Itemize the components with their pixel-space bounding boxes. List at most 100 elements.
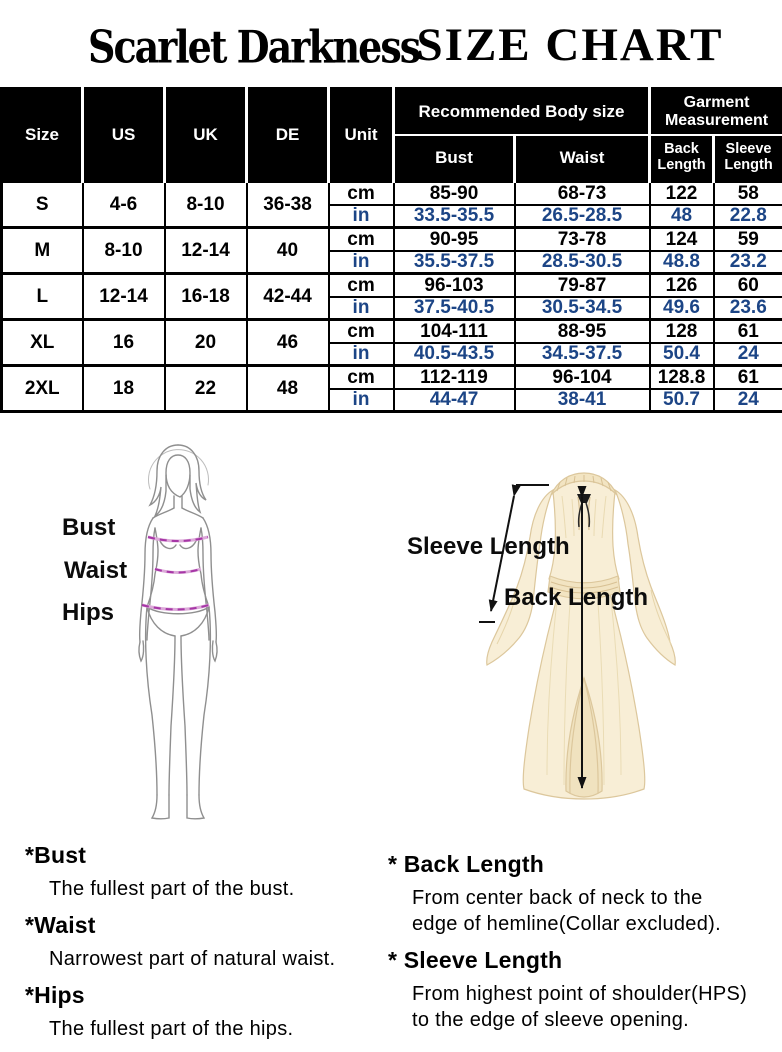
definition-bust: *Bust The fullest part of the bust.	[25, 842, 375, 902]
cell: 33.5-35.5	[394, 205, 515, 228]
waist-label: Waist	[64, 557, 127, 585]
definition-sleeve-length: * Sleeve Length From highest point of sh…	[388, 947, 758, 1033]
cell: 16-18	[165, 274, 247, 320]
unit-in: in	[329, 205, 394, 228]
row-m-cm: M 8-10 12-14 40 cm 90-95 73-78 124 59	[2, 228, 782, 251]
definitions-right-column: * Back Length From center back of neck t…	[388, 838, 758, 1052]
cell: 18	[83, 366, 165, 412]
definition-term: *Hips	[25, 982, 375, 1009]
cell: 38-41	[515, 389, 650, 412]
cell: 61	[714, 366, 782, 389]
cell: 26.5-28.5	[515, 205, 650, 228]
cell: 58	[714, 182, 782, 205]
cell: 44-47	[394, 389, 515, 412]
sleeve-length-label: Sleeve Length	[407, 533, 570, 561]
col-header-waist: Waist	[515, 135, 650, 182]
cell: 48.8	[650, 251, 714, 274]
cell: 59	[714, 228, 782, 251]
col-header-sleeve-length: Sleeve Length	[714, 135, 782, 182]
group-header-body-size: Recommended Body size	[394, 89, 650, 135]
page-header: Scarlet Darkness SIZE CHART	[0, 0, 782, 87]
unit-in: in	[329, 389, 394, 412]
back-length-label: Back Length	[504, 584, 648, 612]
row-2xl-cm: 2XL 18 22 48 cm 112-119 96-104 128.8 61	[2, 366, 782, 389]
definition-desc: From highest point of shoulder(HPS) to t…	[412, 981, 752, 1033]
cell-size: S	[2, 182, 83, 228]
definition-term: *Waist	[25, 912, 375, 939]
col-header-bust: Bust	[394, 135, 515, 182]
cell: 35.5-37.5	[394, 251, 515, 274]
page-title: SIZE CHART	[400, 18, 740, 72]
cell: 126	[650, 274, 714, 297]
cell-size: L	[2, 274, 83, 320]
definition-back-length: * Back Length From center back of neck t…	[388, 851, 758, 937]
row-s-cm: S 4-6 8-10 36-38 cm 85-90 68-73 122 58	[2, 182, 782, 205]
cell: 48	[650, 205, 714, 228]
definition-term: *Bust	[25, 842, 375, 869]
cell: 20	[165, 320, 247, 366]
cell: 24	[714, 343, 782, 366]
cell: 42-44	[247, 274, 329, 320]
col-header-de: DE	[247, 89, 329, 182]
unit-cm: cm	[329, 228, 394, 251]
col-header-us: US	[83, 89, 165, 182]
body-measurement-figure	[128, 435, 232, 827]
cell: 49.6	[650, 297, 714, 320]
definition-desc: The fullest part of the hips.	[49, 1016, 375, 1042]
hips-label: Hips	[62, 599, 114, 627]
cell: 40.5-43.5	[394, 343, 515, 366]
col-header-back-length: Back Length	[650, 135, 714, 182]
definition-hips: *Hips The fullest part of the hips.	[25, 982, 375, 1042]
brand-logo: Scarlet Darkness	[88, 20, 378, 73]
cell: 68-73	[515, 182, 650, 205]
cell: 128	[650, 320, 714, 343]
cell: 8-10	[83, 228, 165, 274]
cell: 22	[165, 366, 247, 412]
cell: 85-90	[394, 182, 515, 205]
cell: 23.2	[714, 251, 782, 274]
cell: 124	[650, 228, 714, 251]
measurement-diagrams: Bust Waist Hips	[0, 410, 782, 838]
unit-cm: cm	[329, 366, 394, 389]
cell: 112-119	[394, 366, 515, 389]
col-header-unit: Unit	[329, 89, 394, 182]
definition-waist: *Waist Narrowest part of natural waist.	[25, 912, 375, 972]
cell: 16	[83, 320, 165, 366]
definition-desc: Narrowest part of natural waist.	[49, 946, 375, 972]
unit-in: in	[329, 251, 394, 274]
cell: 96-103	[394, 274, 515, 297]
cell: 79-87	[515, 274, 650, 297]
group-header-garment: Garment Measurement	[650, 89, 782, 135]
definitions-left-column: *Bust The fullest part of the bust. *Wai…	[25, 838, 375, 1052]
definition-desc: The fullest part of the bust.	[49, 876, 375, 902]
definition-term: * Sleeve Length	[388, 947, 758, 974]
cell: 40	[247, 228, 329, 274]
cell: 4-6	[83, 182, 165, 228]
unit-cm: cm	[329, 182, 394, 205]
cell: 50.7	[650, 389, 714, 412]
cell-size: M	[2, 228, 83, 274]
cell: 96-104	[515, 366, 650, 389]
unit-cm: cm	[329, 274, 394, 297]
col-header-size: Size	[2, 89, 83, 182]
cell: 28.5-30.5	[515, 251, 650, 274]
cell: 73-78	[515, 228, 650, 251]
cell: 37.5-40.5	[394, 297, 515, 320]
cell: 60	[714, 274, 782, 297]
cell: 34.5-37.5	[515, 343, 650, 366]
unit-in: in	[329, 297, 394, 320]
row-xl-cm: XL 16 20 46 cm 104-111 88-95 128 61	[2, 320, 782, 343]
definition-desc: From center back of neck to the edge of …	[412, 885, 752, 937]
measurement-definitions: *Bust The fullest part of the bust. *Wai…	[0, 838, 782, 1052]
row-l-cm: L 12-14 16-18 42-44 cm 96-103 79-87 126 …	[2, 274, 782, 297]
col-header-uk: UK	[165, 89, 247, 182]
cell: 104-111	[394, 320, 515, 343]
cell-size: XL	[2, 320, 83, 366]
cell: 36-38	[247, 182, 329, 228]
cell: 24	[714, 389, 782, 412]
cell: 23.6	[714, 297, 782, 320]
cell-size: 2XL	[2, 366, 83, 412]
cell: 46	[247, 320, 329, 366]
cell: 122	[650, 182, 714, 205]
